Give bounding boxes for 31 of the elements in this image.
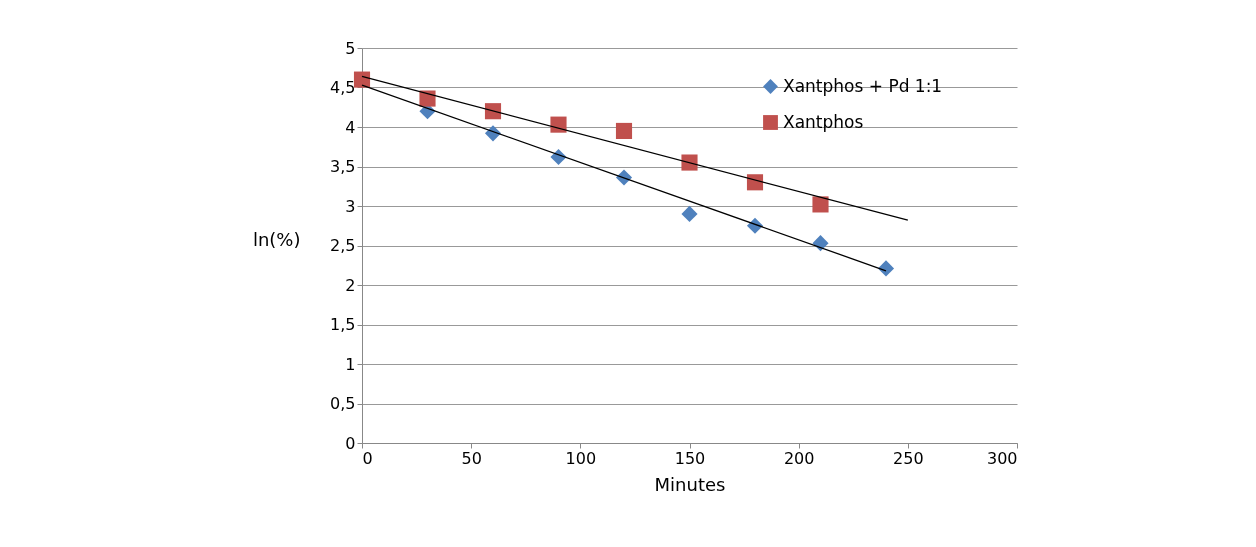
y-tick-label: 1,5 bbox=[330, 315, 356, 334]
x-tick-label: 100 bbox=[565, 448, 597, 468]
x-tick-label: 150 bbox=[674, 448, 706, 468]
point bbox=[812, 196, 829, 213]
x-axis-title: Minutes bbox=[654, 473, 726, 495]
y-tick-label: 4 bbox=[345, 117, 356, 137]
point bbox=[615, 122, 633, 140]
legend-label: Xantphos + Pd 1:1 bbox=[783, 75, 943, 96]
x-tick-label: 300 bbox=[986, 448, 1018, 468]
x-tick-label: 200 bbox=[783, 448, 815, 468]
y-tick-label: 2,5 bbox=[330, 236, 356, 255]
legend-label: Xantphos bbox=[783, 111, 864, 132]
point bbox=[681, 205, 698, 222]
y-tick-label: 2 bbox=[345, 275, 356, 295]
y-tick-label: 4,5 bbox=[330, 78, 356, 97]
point bbox=[877, 260, 895, 277]
point bbox=[353, 71, 371, 88]
y-tick-label: 5 bbox=[345, 38, 356, 58]
point bbox=[484, 103, 502, 120]
y-tick-label: 0 bbox=[345, 433, 356, 453]
x-tick-label: 50 bbox=[461, 448, 482, 468]
y-tick-label: 1 bbox=[345, 354, 356, 374]
y-tick-label: 3,5 bbox=[330, 157, 356, 176]
point bbox=[550, 116, 567, 133]
point bbox=[746, 174, 764, 191]
point bbox=[681, 154, 698, 171]
x-tick-label: 0 bbox=[362, 448, 373, 468]
y-tick-label: 0,5 bbox=[330, 394, 356, 413]
x-tick-label: 250 bbox=[893, 448, 924, 468]
y-axis-title: ln(%) bbox=[252, 228, 301, 250]
y-tick-label: 3 bbox=[345, 196, 356, 216]
